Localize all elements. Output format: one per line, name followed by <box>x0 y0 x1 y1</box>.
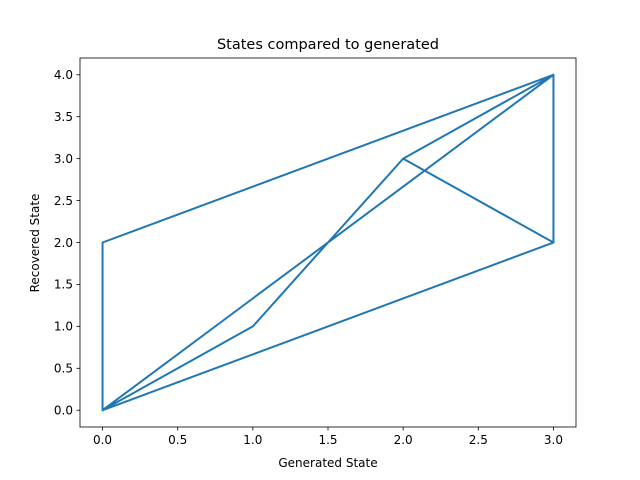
x-tick-label: 3.0 <box>544 433 563 447</box>
x-tick-label: 1.0 <box>243 433 262 447</box>
y-tick-label: 3.0 <box>54 152 73 166</box>
x-tick-label: 0.5 <box>168 433 187 447</box>
x-tick-label: 2.5 <box>469 433 488 447</box>
y-tick-label: 1.5 <box>54 278 73 292</box>
plot-area <box>101 73 555 412</box>
y-tick-label: 3.5 <box>54 110 73 124</box>
y-tick-label: 2.5 <box>54 194 73 208</box>
y-tick-label: 1.0 <box>54 320 73 334</box>
y-axis-title: Recovered State <box>28 194 42 293</box>
series-line-0 <box>101 73 555 412</box>
x-tick-label: 1.5 <box>318 433 337 447</box>
y-tick-label: 0.5 <box>54 362 73 376</box>
y-tick-label: 0.0 <box>54 404 73 418</box>
x-axis-title: Generated State <box>278 456 377 470</box>
x-tick-label: 0.0 <box>93 433 112 447</box>
chart-title: States compared to generated <box>217 37 439 53</box>
y-tick-label: 2.0 <box>54 236 73 250</box>
x-tick-label: 2.0 <box>394 433 413 447</box>
y-tick-label: 4.0 <box>54 68 73 82</box>
axes: 0.0 0.5 1.0 1.5 2.0 2.5 3.0 0.0 0.5 1.0 1.5 2.0 2.5 3… <box>54 57 577 447</box>
